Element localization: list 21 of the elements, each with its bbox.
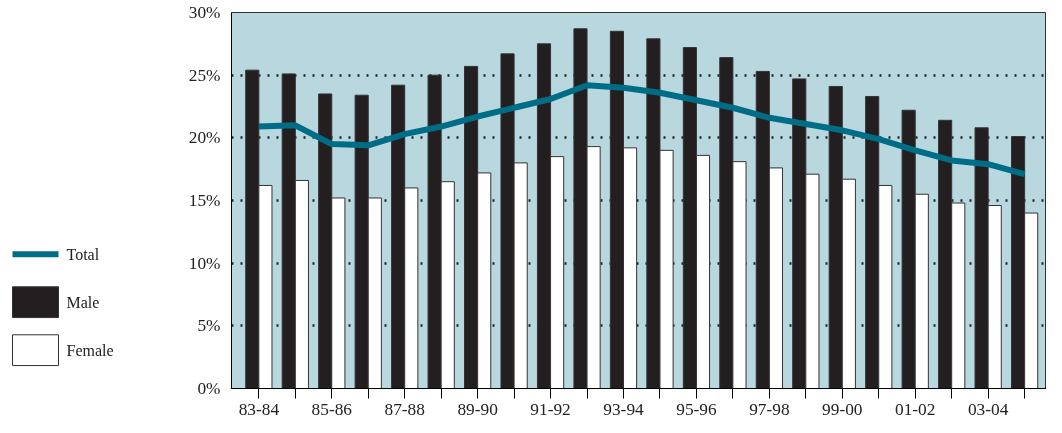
legend-label: Total xyxy=(66,245,100,263)
x-tick-label: 97-98 xyxy=(749,399,790,419)
y-tick-label: 0% xyxy=(197,379,221,398)
y-tick-label: 30% xyxy=(188,3,221,22)
x-tick-label: 89-90 xyxy=(457,399,498,419)
x-tick-label: 85-86 xyxy=(311,399,353,419)
x-tick-label: 03-04 xyxy=(967,399,1009,419)
y-tick-label: 15% xyxy=(188,191,221,210)
x-tick-label: 87-88 xyxy=(384,399,425,419)
x-tick-label: 99-00 xyxy=(822,399,863,419)
legend-label: Male xyxy=(66,293,100,311)
x-tick-label: 95-96 xyxy=(676,399,717,419)
x-tick-label: 93-94 xyxy=(603,399,645,419)
legend-label: Female xyxy=(66,341,114,359)
x-tick-label: 83-84 xyxy=(238,399,280,419)
x-tick-label: 91-92 xyxy=(530,399,571,419)
y-tick-label: 10% xyxy=(188,253,221,273)
y-tick-label: 5% xyxy=(197,316,221,336)
x-tick-label: 01-02 xyxy=(895,399,936,419)
y-tick-label: 25% xyxy=(188,65,221,85)
y-tick-label: 20% xyxy=(188,128,221,148)
